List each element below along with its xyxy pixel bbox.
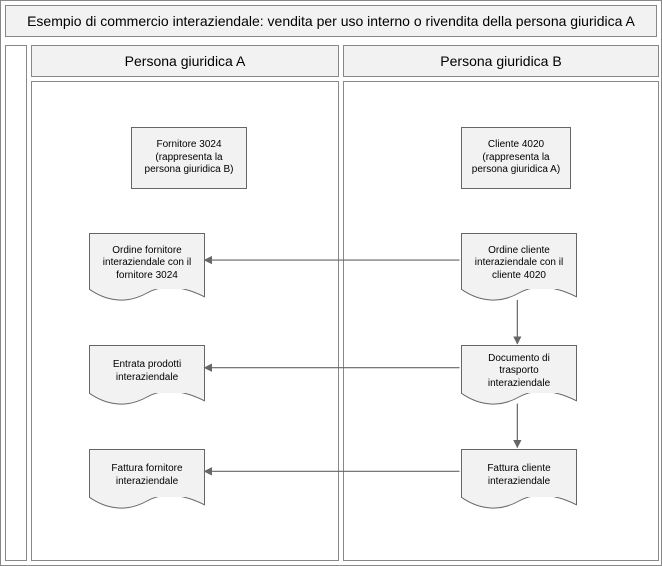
node-entrata-prodotti: Entrata prodotti interaziendale [89,345,205,409]
node-fattura-cliente: Fattura cliente interaziendale [461,449,577,513]
node-ordine-cliente: Ordine cliente interaziendale con il cli… [461,233,577,305]
doc-tail-icon [89,497,205,513]
node-documento-trasporto: Documento di trasporto interaziendale [461,345,577,409]
doc-tail-icon [461,393,577,409]
column-b-header: Persona giuridica B [343,45,659,77]
node-fattura-fornitore: Fattura fornitore interaziendale [89,449,205,513]
doc-body: Fattura cliente interaziendale [461,449,577,497]
doc-body: Fattura fornitore interaziendale [89,449,205,497]
doc-body: Ordine fornitore interaziendale con il f… [89,233,205,289]
doc-body: Documento di trasporto interaziendale [461,345,577,393]
left-gutter [5,45,27,561]
diagram-frame: Esempio di commercio interaziendale: ven… [0,0,662,566]
column-a-header: Persona giuridica A [31,45,339,77]
doc-body: Ordine cliente interaziendale con il cli… [461,233,577,289]
node-ordine-fornitore: Ordine fornitore interaziendale con il f… [89,233,205,305]
node-fornitore-3024: Fornitore 3024 (rappresenta la persona g… [131,127,247,189]
doc-tail-icon [461,289,577,305]
doc-tail-icon [89,289,205,305]
doc-body: Entrata prodotti interaziendale [89,345,205,393]
doc-tail-icon [461,497,577,513]
node-cliente-4020: Cliente 4020 (rappresenta la persona giu… [461,127,571,189]
diagram-title: Esempio di commercio interaziendale: ven… [5,5,657,37]
doc-tail-icon [89,393,205,409]
